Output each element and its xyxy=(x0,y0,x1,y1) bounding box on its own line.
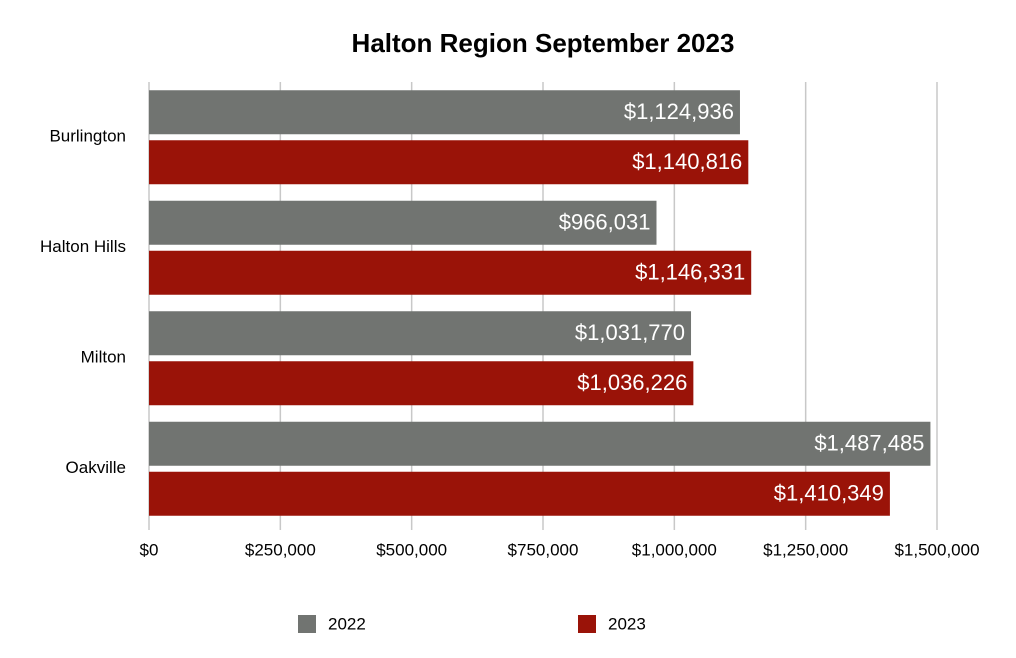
value-label: $1,140,816 xyxy=(632,149,742,174)
x-tick-label: $1,250,000 xyxy=(763,540,848,559)
legend-label: 2022 xyxy=(328,614,366,633)
bar xyxy=(149,471,890,516)
bar xyxy=(149,361,694,406)
y-tick-label: Oakville xyxy=(66,458,126,477)
x-tick-label: $250,000 xyxy=(245,540,316,559)
x-tick-label: $1,500,000 xyxy=(894,540,979,559)
value-label: $1,146,331 xyxy=(635,260,745,285)
bar xyxy=(149,421,931,466)
x-tick-label: $1,000,000 xyxy=(632,540,717,559)
value-label: $1,410,349 xyxy=(774,481,884,506)
value-label: $1,124,936 xyxy=(624,99,734,124)
y-tick-label: Halton Hills xyxy=(40,237,126,256)
y-tick-label: Burlington xyxy=(49,127,126,146)
y-tick-label: Milton xyxy=(81,348,126,367)
legend-swatch xyxy=(578,615,596,633)
x-tick-label: $500,000 xyxy=(376,540,447,559)
bar xyxy=(149,200,657,245)
bar xyxy=(149,140,749,185)
bar xyxy=(149,90,740,135)
value-label: $966,031 xyxy=(559,210,651,235)
bar xyxy=(149,250,752,295)
x-tick-label: $750,000 xyxy=(508,540,579,559)
chart-title: Halton Region September 2023 xyxy=(352,28,735,58)
value-label: $1,487,485 xyxy=(814,431,924,456)
x-tick-label: $0 xyxy=(140,540,159,559)
legend-label: 2023 xyxy=(608,614,646,633)
bar xyxy=(149,311,692,356)
value-label: $1,031,770 xyxy=(575,320,685,345)
value-label: $1,036,226 xyxy=(577,370,687,395)
legend-swatch xyxy=(298,615,316,633)
